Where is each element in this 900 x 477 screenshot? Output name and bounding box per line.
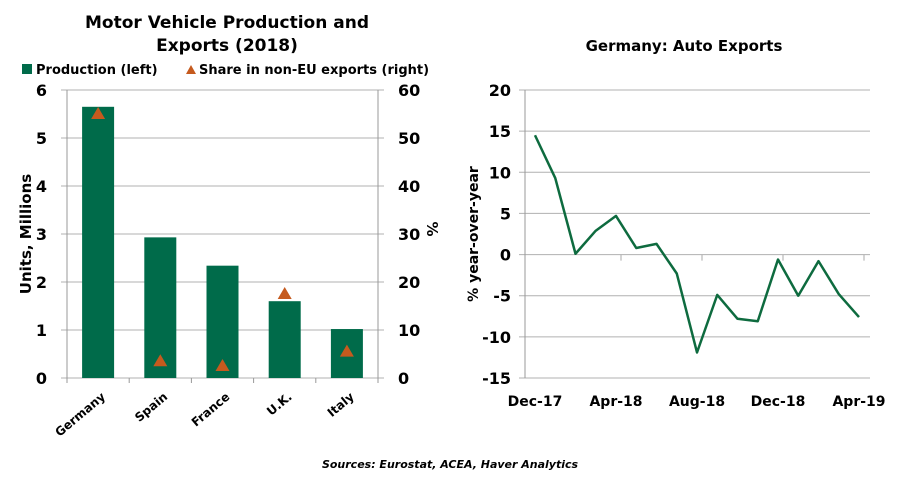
y-tick-label: 5: [36, 129, 47, 148]
legend-bar-swatch: [22, 64, 32, 74]
y-tick-label: 6: [36, 81, 47, 100]
left-chart-title-line2: Exports (2018): [156, 36, 298, 56]
y-tick-label: 0: [36, 369, 47, 388]
y-axis-label: Units, Millions: [17, 174, 35, 294]
y-tick-label: 0: [500, 246, 511, 265]
x-tick-label: Spain: [132, 390, 170, 425]
triangle-marker-Italy: [339, 344, 354, 357]
x-tick-label: Dec-17: [508, 394, 563, 410]
y2-tick-label: 0: [398, 369, 409, 388]
series-line: [533, 134, 860, 354]
triangle-marker-France: [215, 359, 230, 371]
legend-triangle-swatch: [186, 65, 196, 74]
y-axis-label: % year-over-year: [466, 166, 482, 302]
y-tick-label: 5: [500, 204, 511, 223]
y2-tick-label: 40: [398, 177, 420, 196]
triangle-marker-Spain: [153, 354, 168, 367]
y-tick-label: 3: [36, 225, 47, 244]
triangle-marker-U.K.: [277, 287, 292, 299]
legend-share: Share in non-EU exports (right): [199, 63, 429, 78]
x-tick-label: Dec-18: [751, 394, 806, 410]
y-tick-label: 1: [36, 321, 47, 340]
y2-tick-label: 30: [398, 225, 420, 244]
x-tick-label: U.K.: [264, 390, 295, 419]
x-tick-label: France: [189, 390, 233, 430]
y-tick-label: -15: [482, 369, 511, 388]
y-tick-label: -5: [493, 287, 511, 306]
x-tick-label: Apr-18: [589, 394, 642, 410]
y-tick-label: 4: [36, 177, 47, 196]
y-tick-label: 2: [36, 273, 47, 292]
y-tick-label: 15: [489, 122, 511, 141]
y2-tick-label: 20: [398, 273, 420, 292]
y2-tick-label: 10: [398, 321, 420, 340]
x-tick-label: Germany: [52, 389, 108, 439]
y2-tick-label: 50: [398, 129, 420, 148]
y-tick-label: -10: [482, 328, 511, 347]
x-tick-label: Aug-18: [669, 394, 725, 410]
bar-U.K.: [268, 301, 301, 378]
y-tick-label: 10: [489, 163, 511, 182]
y2-tick-label: 60: [398, 81, 420, 100]
y-tick-label: 20: [489, 81, 511, 100]
legend-production: Production (left): [36, 63, 158, 78]
y2-axis-label: %: [423, 221, 441, 236]
x-tick-label: Italy: [325, 389, 357, 419]
right-chart: -15 -10 -5 0 5 10 15 20 Dec-17 Apr-18 Aug-18 Dec-18…: [466, 81, 886, 410]
source-note: Sources: Eurostat, ACEA, Haver Analytics: [322, 458, 579, 471]
bar-Germany: [82, 106, 115, 379]
triangle-marker-Germany: [91, 107, 106, 119]
left-chart-title-line1: Motor Vehicle Production and: [85, 13, 369, 33]
x-tick-label: Apr-19: [832, 394, 885, 410]
right-chart-title: Germany: Auto Exports: [586, 37, 783, 55]
